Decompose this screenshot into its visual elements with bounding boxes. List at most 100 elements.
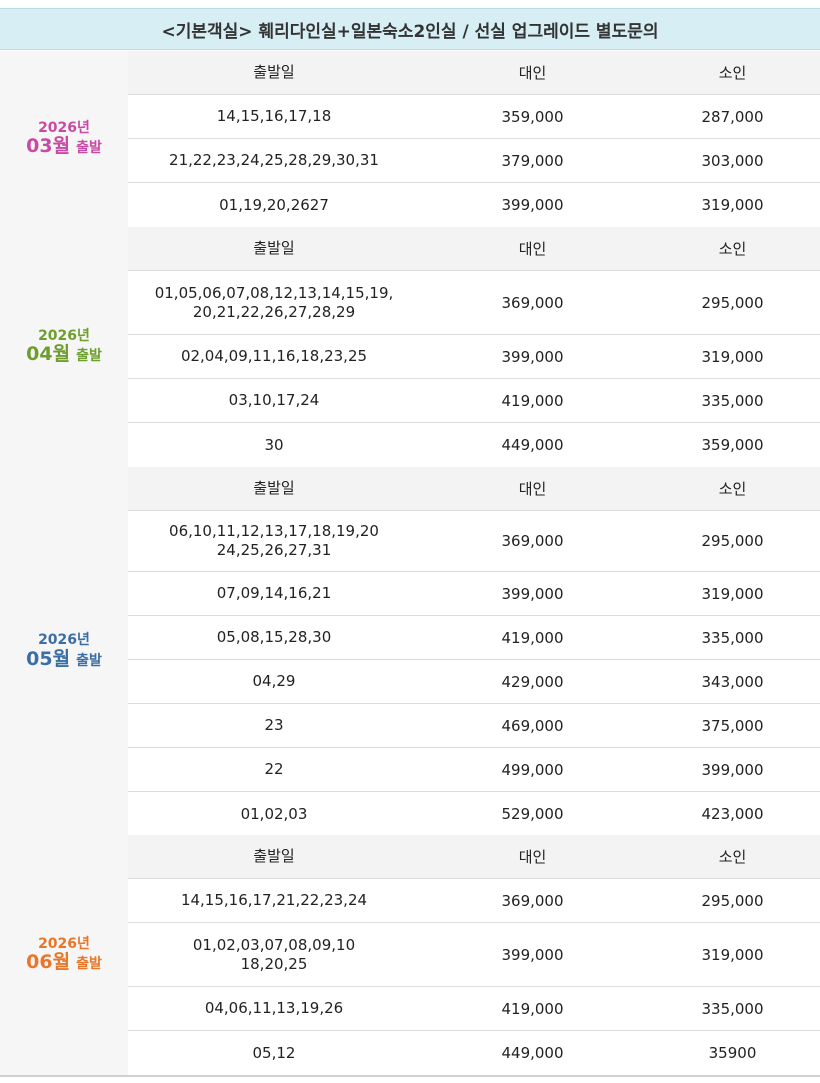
child-price: 295,000: [701, 891, 764, 910]
month-text: 06월: [26, 951, 71, 974]
table-row: 05,08,15,28,30 419,000 335,000: [128, 616, 820, 660]
child-price: 335,000: [701, 999, 764, 1018]
header-child: 소인: [718, 64, 747, 82]
child-price: 399,000: [701, 760, 764, 779]
table-row: 01,05,06,07,08,12,13,14,15,19, 20,21,22,2…: [128, 271, 820, 335]
header-adult: 대인: [518, 240, 547, 258]
table-row: 04,29 429,000 343,000: [128, 660, 820, 704]
table-row: 22 499,000 399,000: [128, 748, 820, 792]
table-row: 06,10,11,12,13,17,18,19,20 24,25,26,27,31…: [128, 511, 820, 572]
adult-price: 469,000: [501, 716, 564, 735]
table-row: 01,02,03 529,000 423,000: [128, 792, 820, 836]
departure-dates: 14,15,16,17,18: [216, 107, 332, 126]
table-row: 23 469,000 375,000: [128, 704, 820, 748]
month-section: 2026년 05월 출발 출발일 대인 소인 06,10,11,12,13,17,18,19…: [0, 467, 820, 838]
month-text: 05월: [26, 647, 71, 670]
child-price: 319,000: [701, 584, 764, 603]
departure-dates: 01,05,06,07,08,12,13,14,15,19, 20,21,22,2…: [154, 283, 394, 321]
child-price: 295,000: [701, 532, 764, 550]
year-text: 2026년: [38, 119, 90, 136]
departure-dates: 02,04,09,11,16,18,23,25: [180, 347, 368, 366]
departure-text: 출발: [76, 348, 102, 365]
table-row: 03,10,17,24 419,000 335,000: [128, 379, 820, 423]
departure-dates: 14,15,16,17,21,22,23,24: [180, 891, 368, 910]
departure-dates: 05,12: [252, 1043, 296, 1062]
child-price: 343,000: [701, 672, 764, 691]
adult-price: 399,000: [501, 347, 564, 366]
header-date: 출발일: [253, 847, 295, 866]
departure-dates: 21,22,23,24,25,28,29,30,31: [169, 151, 379, 170]
table-title: <기본객실> 훼리다인실+일본숙소2인실 / 선실 업그레이드 별도문의: [0, 8, 820, 50]
header-row: 출발일 대인 소인: [128, 835, 820, 879]
departure-text: 출발: [76, 956, 102, 973]
departure-text: 출발: [76, 652, 102, 669]
header-date: 출발일: [253, 63, 295, 82]
child-price: 375,000: [701, 716, 764, 735]
month-label: 2026년 04월 출발: [0, 227, 128, 467]
header-date: 출발일: [253, 239, 295, 258]
header-adult: 대인: [518, 64, 547, 82]
adult-price: 449,000: [501, 1044, 564, 1062]
adult-price: 419,000: [501, 391, 564, 410]
table-row: 04,06,11,13,19,26 419,000 335,000: [128, 987, 820, 1031]
adult-price: 499,000: [501, 760, 564, 779]
adult-price: 419,000: [501, 628, 564, 647]
departure-dates: 01,02,03: [240, 804, 308, 823]
month-section: 2026년 04월 출발 출발일 대인 소인 01,05,06,07,08,12,13,14…: [0, 227, 820, 469]
child-price: 423,000: [701, 805, 764, 823]
header-row: 출발일 대인 소인: [128, 51, 820, 95]
child-price: 335,000: [701, 391, 764, 410]
price-rows: 출발일 대인 소인 14,15,16,17,21,22,23,24 369,000 295…: [128, 835, 820, 1075]
table-row: 14,15,16,17,18 359,000 287,000: [128, 95, 820, 139]
adult-price: 529,000: [501, 805, 564, 823]
price-rows: 출발일 대인 소인 06,10,11,12,13,17,18,19,20 24,25,2…: [128, 467, 820, 836]
year-text: 2026년: [38, 632, 90, 649]
adult-price: 429,000: [501, 672, 564, 691]
month-section: 2026년 06월 출발 출발일 대인 소인 14,15,16,17,21,22,23,24…: [0, 835, 820, 1077]
header-adult: 대인: [518, 848, 547, 866]
table-row: 05,12 449,000 35900: [128, 1031, 820, 1075]
child-price: 319,000: [701, 945, 764, 964]
table-row: 01,02,03,07,08,09,10 18,20,25 399,000 319,0…: [128, 923, 820, 987]
adult-price: 369,000: [501, 293, 564, 312]
header-adult: 대인: [518, 480, 547, 498]
header-date: 출발일: [253, 479, 295, 498]
child-price: 303,000: [701, 151, 764, 170]
month-label: 2026년 03월 출발: [0, 51, 128, 227]
child-price: 335,000: [701, 628, 764, 647]
year-text: 2026년: [38, 327, 90, 344]
departure-dates: 05,08,15,28,30: [216, 628, 332, 647]
header-child: 소인: [718, 848, 747, 866]
departure-text: 출발: [76, 140, 102, 157]
year-text: 2026년: [38, 935, 90, 952]
child-price: 287,000: [701, 107, 764, 126]
table-row: 14,15,16,17,21,22,23,24 369,000 295,000: [128, 879, 820, 923]
departure-dates: 04,06,11,13,19,26: [204, 999, 344, 1018]
child-price: 319,000: [701, 347, 764, 366]
month-label: 2026년 06월 출발: [0, 835, 128, 1075]
price-rows: 출발일 대인 소인 01,05,06,07,08,12,13,14,15,19, 20,…: [128, 227, 820, 467]
adult-price: 399,000: [501, 584, 564, 603]
departure-dates: 01,02,03,07,08,09,10 18,20,25: [192, 935, 356, 973]
departure-dates: 07,09,14,16,21: [216, 584, 332, 603]
header-row: 출발일 대인 소인: [128, 467, 820, 511]
adult-price: 419,000: [501, 999, 564, 1018]
departure-dates: 03,10,17,24: [228, 391, 320, 410]
adult-price: 449,000: [501, 436, 564, 454]
price-rows: 출발일 대인 소인 14,15,16,17,18 359,000 287,000 21,22…: [128, 51, 820, 227]
adult-price: 369,000: [501, 891, 564, 910]
departure-dates: 23: [264, 716, 284, 735]
table-row: 21,22,23,24,25,28,29,30,31 379,000 303,000: [128, 139, 820, 183]
child-price: 319,000: [701, 196, 764, 214]
header-row: 출발일 대인 소인: [128, 227, 820, 271]
departure-dates: 06,10,11,12,13,17,18,19,20 24,25,26,27,31: [169, 522, 379, 559]
departure-dates: 04,29: [252, 672, 296, 691]
adult-price: 399,000: [501, 945, 564, 964]
child-price: 35900: [708, 1044, 757, 1062]
child-price: 295,000: [701, 293, 764, 312]
adult-price: 359,000: [501, 107, 564, 126]
departure-dates: 01,19,20,2627: [219, 195, 329, 214]
month-text: 04월: [26, 343, 71, 366]
adult-price: 369,000: [501, 532, 564, 550]
table-row: 30 449,000 359,000: [128, 423, 820, 467]
